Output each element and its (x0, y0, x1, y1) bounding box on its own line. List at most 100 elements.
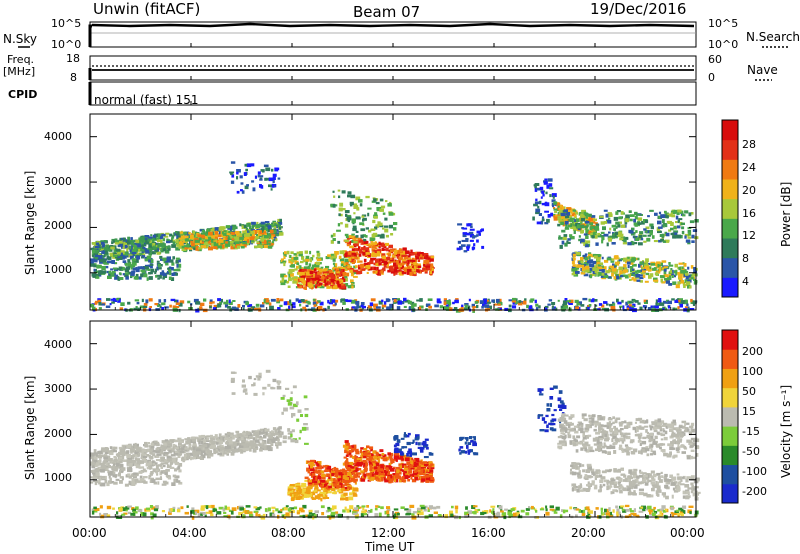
power-echo (277, 218, 280, 222)
power-echo (375, 224, 379, 228)
velocity-echo (569, 506, 573, 510)
power-echo (586, 213, 589, 216)
power-echo (151, 239, 155, 243)
power-echo (214, 231, 219, 235)
power-echo (131, 270, 136, 273)
power-echo (350, 251, 355, 254)
velocity-echo (106, 447, 109, 451)
power-echo (359, 222, 365, 226)
power-echo (144, 256, 148, 260)
power-colorbar-segment (722, 277, 738, 298)
power-echo (188, 232, 191, 235)
velocity-echo (229, 434, 234, 437)
power-echo (563, 209, 568, 212)
velocity-echo (438, 514, 442, 517)
velocity-echo (218, 439, 224, 442)
velocity-echo (670, 506, 674, 511)
velocity-echo (152, 462, 156, 465)
power-echo (572, 209, 577, 212)
power-echo (661, 219, 665, 224)
noise-sky-trace (91, 22, 695, 28)
power-echo (255, 230, 259, 233)
power-echo (665, 233, 668, 236)
velocity-echo (157, 464, 161, 467)
power-echo (332, 304, 336, 307)
power-echo (417, 263, 421, 268)
velocity-echo (346, 508, 350, 513)
power-echo (608, 217, 611, 220)
power-ytick-3000: 3000 (44, 175, 72, 188)
power-echo (165, 245, 171, 250)
power-echo (359, 239, 365, 243)
velocity-echo (107, 458, 112, 462)
power-echo (276, 300, 281, 304)
power-echo (653, 240, 658, 243)
velocity-echo (90, 455, 95, 459)
power-echo (383, 248, 386, 251)
power-echo (690, 212, 694, 215)
velocity-echo (302, 514, 306, 518)
power-echo (327, 305, 330, 309)
velocity-echo (615, 505, 618, 509)
power-echo (169, 233, 173, 237)
power-echo (92, 306, 96, 311)
power-echo (294, 278, 298, 281)
power-echo (406, 259, 410, 264)
power-echo (651, 223, 654, 227)
power-echo (148, 258, 151, 263)
velocity-echo (110, 458, 113, 461)
power-echo (210, 237, 214, 241)
power-echo (553, 217, 558, 221)
velocity-echo (277, 430, 282, 434)
power-echo (101, 244, 106, 248)
velocity-echo (238, 511, 243, 516)
power-echo (634, 215, 638, 220)
xtick-5: 20:00 (571, 526, 606, 540)
power-echo (141, 255, 146, 258)
velocity-echo (258, 443, 263, 447)
power-echo (594, 304, 598, 307)
power-echo (104, 265, 109, 269)
power-echo (336, 229, 341, 232)
velocity-echo (242, 514, 246, 519)
power-echo (564, 220, 569, 225)
power-echo (251, 229, 256, 232)
velocity-echo (175, 458, 178, 462)
power-echo (658, 211, 662, 215)
power-echo (274, 167, 279, 172)
velocity-echo (93, 456, 98, 460)
power-echo (159, 274, 162, 279)
power-echo (660, 278, 663, 283)
power-echo (355, 251, 359, 256)
power-echo (300, 275, 306, 279)
velocity-echo (600, 507, 603, 511)
power-echo (653, 279, 659, 282)
power-echo (94, 301, 98, 305)
power-echo (688, 232, 692, 236)
power-echo (162, 274, 168, 278)
power-echo (479, 300, 484, 304)
power-echo (325, 272, 330, 276)
freq-tick-top: 18 (66, 52, 80, 65)
power-echo (216, 227, 220, 231)
power-echo (598, 272, 602, 276)
power-echo (138, 249, 141, 252)
power-echo (240, 240, 244, 244)
power-echo (663, 278, 669, 281)
power-echo (296, 265, 300, 269)
power-cb-tick-5: 8 (742, 252, 749, 265)
velocity-echo (253, 432, 256, 437)
power-echo (474, 301, 479, 304)
velocity-echo (254, 447, 259, 450)
power-echo (395, 272, 398, 275)
power-echo (332, 262, 336, 265)
power-echo (301, 269, 306, 272)
power-echo (553, 207, 556, 209)
power-echo (562, 300, 568, 304)
velocity-echo (203, 439, 207, 443)
power-echo (316, 252, 321, 257)
power-echo (304, 286, 307, 290)
power-echo (389, 304, 394, 309)
power-echo (373, 257, 377, 261)
power-echo (558, 213, 562, 216)
